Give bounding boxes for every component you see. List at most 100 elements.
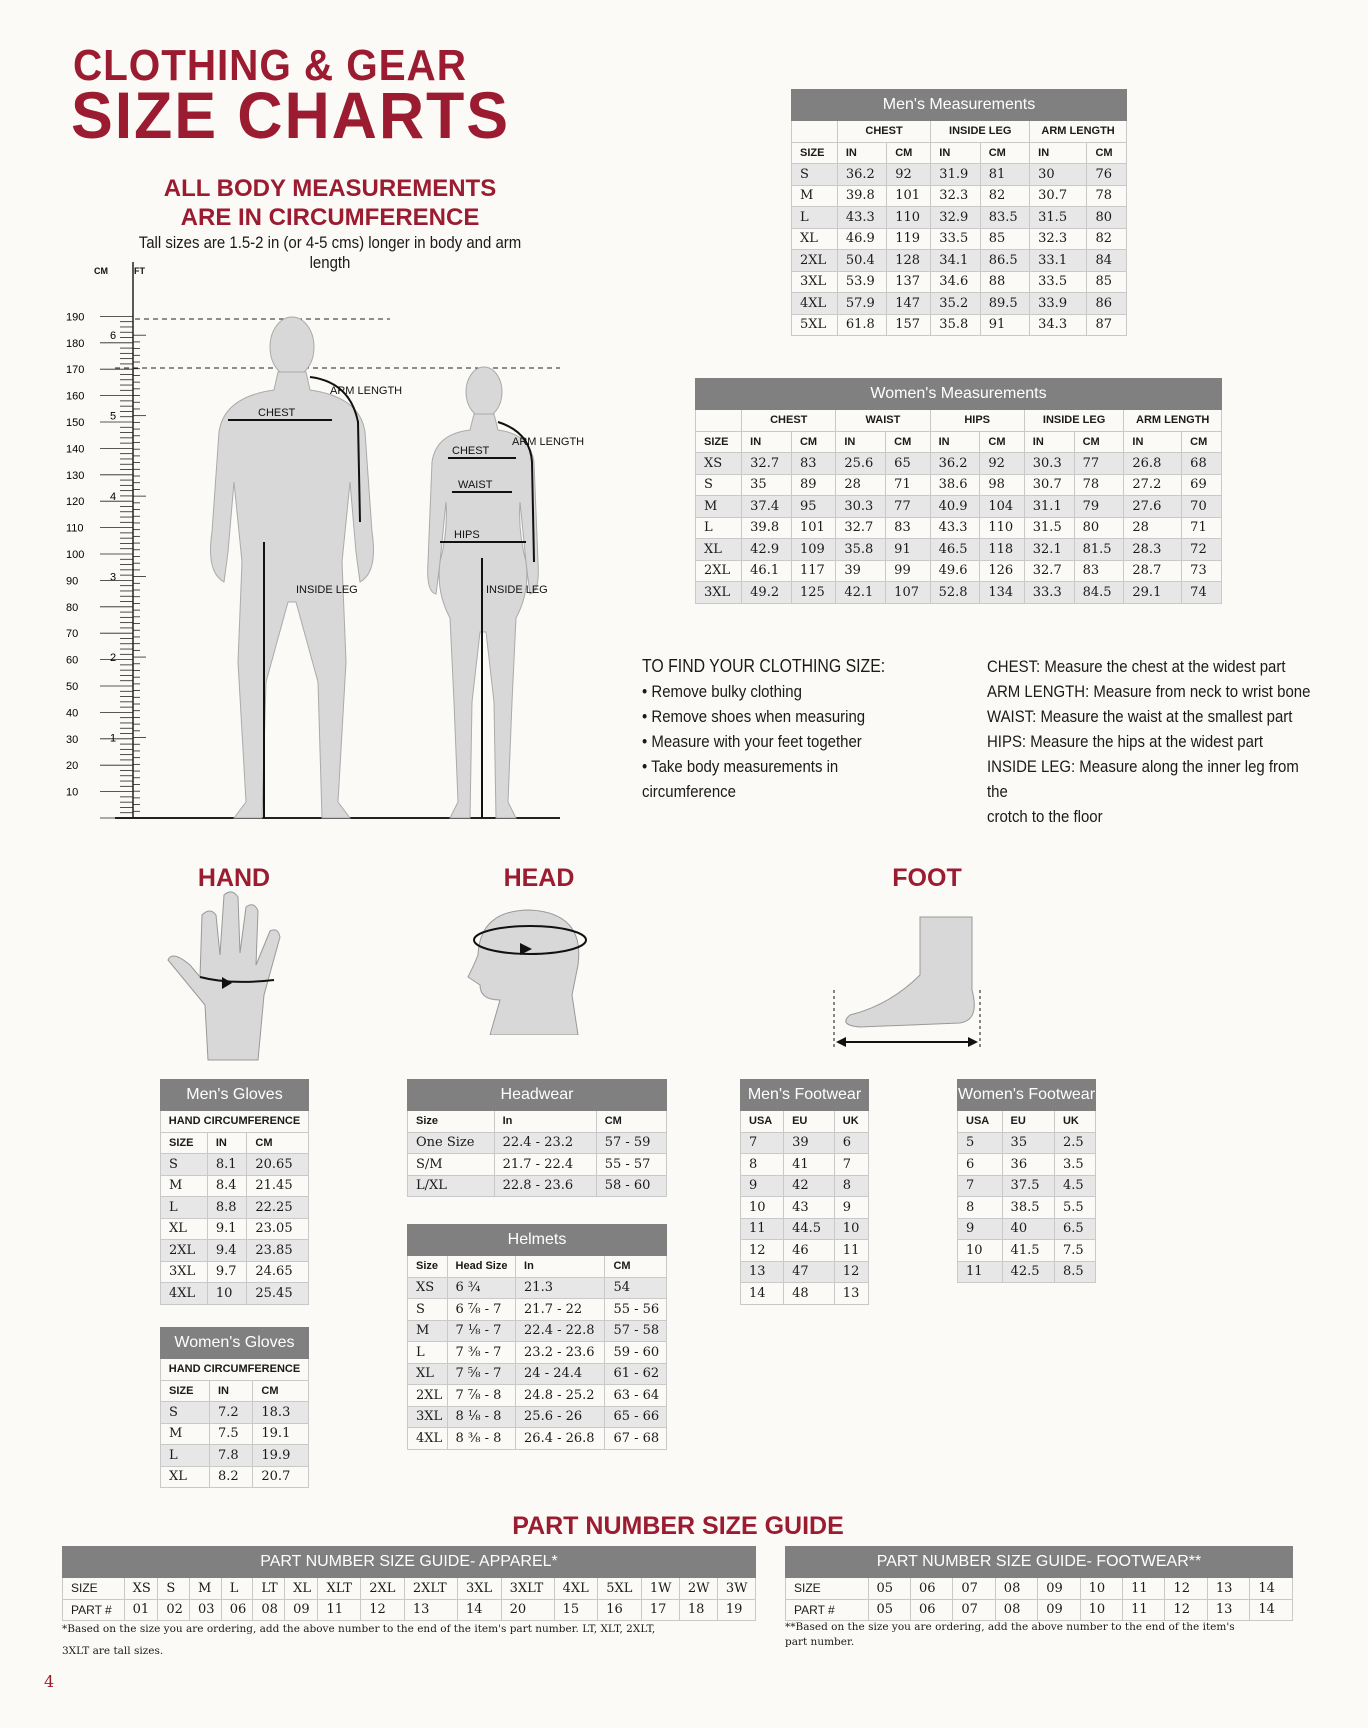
table-cell: 21.7 - 22: [515, 1298, 606, 1321]
table-cell: 32.7: [835, 516, 887, 539]
table-cell: 35.8: [930, 313, 981, 336]
table-title: Headwear: [407, 1079, 667, 1111]
table-cell: 10: [739, 1196, 785, 1219]
cm-tick-label: 160: [66, 391, 84, 403]
table-cell: 39: [835, 559, 887, 582]
group-header: WAIST: [835, 409, 931, 432]
table-cell: 20.65: [246, 1153, 309, 1176]
cm-tick-label: 130: [66, 470, 84, 482]
table-row: 11 42.5 8.5: [957, 1260, 1097, 1283]
men-chest-label: CHEST: [258, 407, 296, 419]
part-number-apparel-table: PART NUMBER SIZE GUIDE- APPAREL* SIZE XS S M…: [62, 1546, 757, 1621]
column-header: USA: [739, 1110, 785, 1133]
womens-measurements-table: Women's Measurements CHEST WAIST HIPS INSIDE…: [694, 378, 1222, 604]
table-row: PART #01 02 03 06 08 09 11 12 13 14 20 15 16 17 18 19: [62, 1598, 757, 1621]
footwear-note: **Based on the size you are ordering, ad…: [785, 1620, 1285, 1650]
table-cell: 8.5: [1053, 1260, 1097, 1283]
table-cell: 22.25: [246, 1196, 309, 1219]
column-header: CM: [1073, 430, 1125, 453]
group-header-row: CHEST INSIDE LEG ARM LENGTH: [791, 120, 1127, 143]
table-cell: 46.1: [741, 559, 792, 582]
table-cell: 13: [1206, 1598, 1251, 1621]
table-cell: 99: [885, 559, 931, 582]
column-header: CM: [1181, 430, 1222, 453]
table-cell: 28.3: [1123, 538, 1183, 561]
table-cell: 32.9: [930, 206, 981, 229]
ft-tick-label: 5: [110, 411, 116, 423]
column-header: Head Size: [446, 1255, 517, 1278]
table-cell: S: [791, 163, 838, 186]
table-cell: 34.6: [930, 270, 981, 293]
table-cell: M: [694, 495, 743, 518]
table-cell: 17: [640, 1598, 680, 1621]
table-cell: 69: [1181, 473, 1222, 496]
table-cell: S: [694, 473, 743, 496]
table-cell: 65: [885, 452, 931, 475]
table-cell: 89.5: [979, 292, 1031, 315]
table-row: L 43.3 110 32.9 83.5 31.5 80: [791, 206, 1127, 229]
table-cell: 8.8: [206, 1196, 248, 1219]
column-header: IN: [836, 141, 888, 164]
table-row: 3XL 53.9 137 34.6 88 33.5 85: [791, 270, 1127, 293]
table-cell: 4.5: [1053, 1174, 1097, 1197]
column-header: CM: [885, 430, 931, 453]
cm-tick-label: 120: [66, 496, 84, 508]
table-cell: 46.9: [836, 227, 888, 250]
table-cell: 78: [1086, 184, 1127, 207]
column-header: CM: [252, 1379, 309, 1402]
table-cell: XLT: [317, 1577, 362, 1600]
table-cell: 57.9: [836, 292, 888, 315]
table-cell: 18: [678, 1598, 718, 1621]
table-cell: 8: [833, 1174, 870, 1197]
table-cell: 11: [317, 1598, 362, 1621]
table-cell: 4XL: [791, 292, 838, 315]
mens-footwear-table: Men's Footwear USA EU UK 7 39 6 8 41 7 9 42 8 10 43 9 11…: [739, 1079, 870, 1305]
table-cell: 78: [1073, 473, 1125, 496]
group-header: [791, 120, 838, 143]
table-row: One Size 22.4 - 23.2 57 - 59: [407, 1131, 668, 1154]
table-cell: 65 - 66: [604, 1405, 667, 1428]
cm-tick-label: 60: [66, 655, 78, 667]
table-row: M 37.4 95 30.3 77 40.9 104 31.1 79 27.6 70: [694, 495, 1222, 518]
table-cell: 2XLT: [403, 1577, 458, 1600]
column-header: UK: [833, 1110, 870, 1133]
table-cell: 9.4: [206, 1239, 248, 1262]
table-cell: 14: [456, 1598, 502, 1621]
table-cell: 55 - 57: [595, 1153, 668, 1176]
table-cell: 26.4 - 26.8: [515, 1427, 606, 1450]
table-cell: 14: [1249, 1598, 1293, 1621]
women-chest-label: CHEST: [452, 445, 490, 457]
table-cell: 35.8: [835, 538, 887, 561]
table-title-row: PART NUMBER SIZE GUIDE- FOOTWEAR**: [785, 1546, 1293, 1578]
table-title-row: PART NUMBER SIZE GUIDE- APPAREL*: [62, 1546, 756, 1578]
table-cell: S: [407, 1298, 448, 1321]
table-cell: 77: [1073, 452, 1125, 475]
column-header: IN: [835, 430, 887, 453]
column-header-row: SIZE IN CM: [160, 1379, 309, 1402]
table-cell: 52.8: [929, 581, 981, 604]
column-header-row: USA EU UK: [957, 1110, 1097, 1133]
table-cell: 2XL: [160, 1239, 208, 1262]
table-cell: 68: [1181, 452, 1222, 475]
page-number: 4: [44, 1672, 55, 1691]
table-cell: 5: [957, 1131, 1003, 1154]
table-cell: 7.2: [208, 1401, 254, 1424]
group-header: ARM LENGTH: [1123, 409, 1222, 432]
table-cell: 35.2: [930, 292, 981, 315]
table-cell: 06: [220, 1598, 254, 1621]
table-row: 8 41 7: [739, 1153, 870, 1176]
table-cell: L: [160, 1196, 208, 1219]
table-cell: 36: [1001, 1153, 1055, 1176]
column-header: CM: [790, 430, 837, 453]
table-cell: 09: [1037, 1577, 1081, 1600]
table-cell: 80: [1086, 206, 1127, 229]
table-cell: 58 - 60: [595, 1174, 668, 1197]
table-cell: 42.5: [1001, 1260, 1055, 1283]
group-header: ARM LENGTH: [1029, 120, 1127, 143]
table-cell: 27.6: [1123, 495, 1183, 518]
table-cell: 08: [994, 1598, 1039, 1621]
part-number-footwear-table: PART NUMBER SIZE GUIDE- FOOTWEAR** SIZE 05…: [785, 1546, 1293, 1621]
table-cell: 83.5: [979, 206, 1031, 229]
table-cell: 26.8: [1123, 452, 1183, 475]
table-cell: 37.5: [1001, 1174, 1055, 1197]
